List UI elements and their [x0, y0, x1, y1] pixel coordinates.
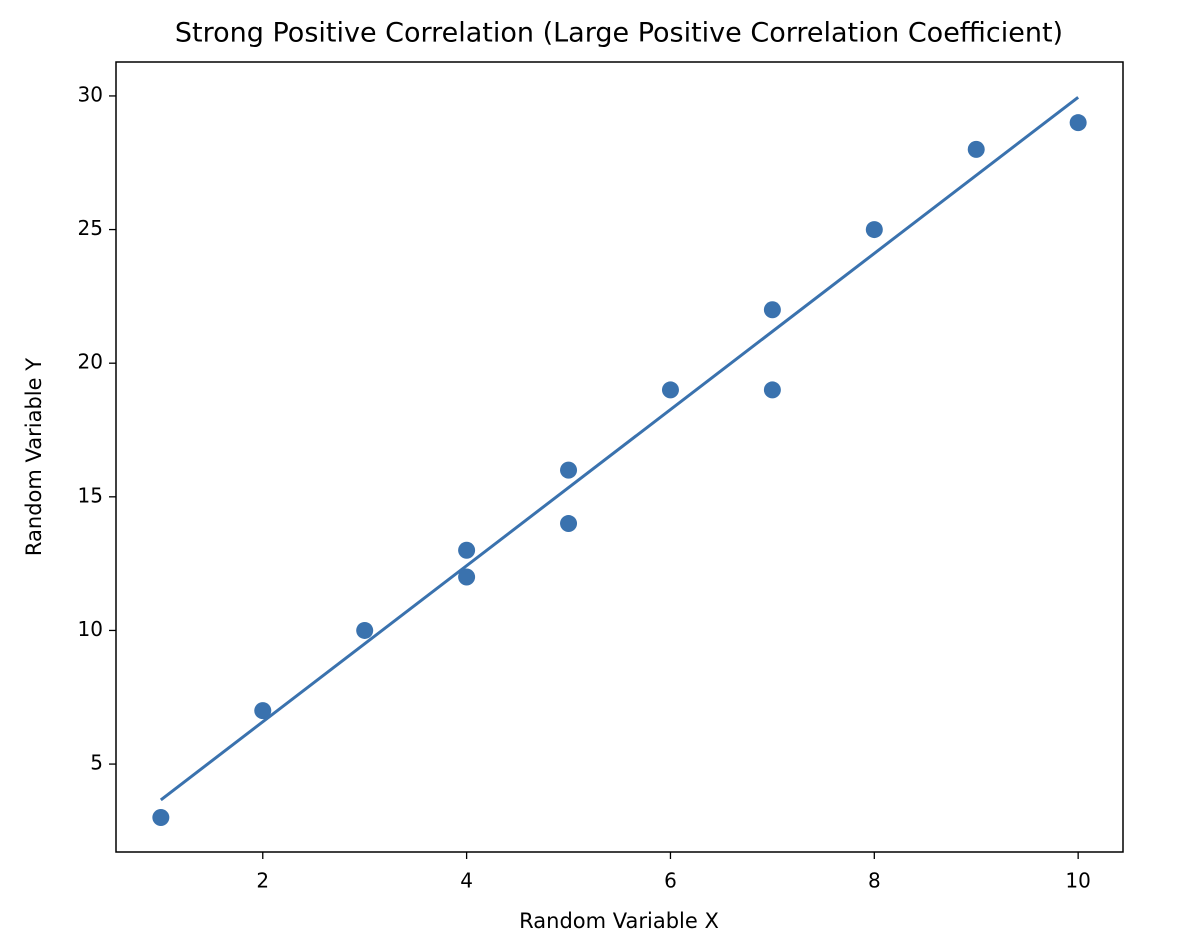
x-tick-label: 4	[460, 869, 473, 893]
x-tick-label: 2	[256, 869, 269, 893]
point	[661, 381, 679, 399]
point	[763, 301, 781, 319]
x-tick-label: 6	[664, 869, 677, 893]
point	[967, 140, 985, 158]
y-tick-label: 10	[78, 617, 103, 641]
x-tick-label: 8	[868, 869, 881, 893]
point	[560, 515, 578, 533]
plot-frame	[115, 61, 1124, 853]
point	[865, 221, 883, 239]
fit-line	[159, 96, 1080, 802]
point	[458, 568, 476, 586]
point	[763, 381, 781, 399]
point	[254, 702, 272, 720]
point	[560, 461, 578, 479]
y-axis-label: Random Variable Y	[22, 358, 46, 556]
x-axis-label: Random Variable X	[519, 909, 719, 933]
y-tick-label: 20	[78, 350, 103, 374]
point	[1069, 114, 1087, 132]
y-tick-label: 5	[90, 751, 103, 775]
point	[458, 541, 476, 559]
point	[152, 809, 170, 827]
point	[356, 621, 374, 639]
y-tick-label: 30	[78, 82, 103, 106]
x-tick-label: 10	[1065, 869, 1090, 893]
y-tick-label: 15	[78, 483, 103, 507]
y-tick-label: 25	[78, 216, 103, 240]
chart-title: Strong Positive Correlation (Large Posit…	[175, 18, 1063, 49]
